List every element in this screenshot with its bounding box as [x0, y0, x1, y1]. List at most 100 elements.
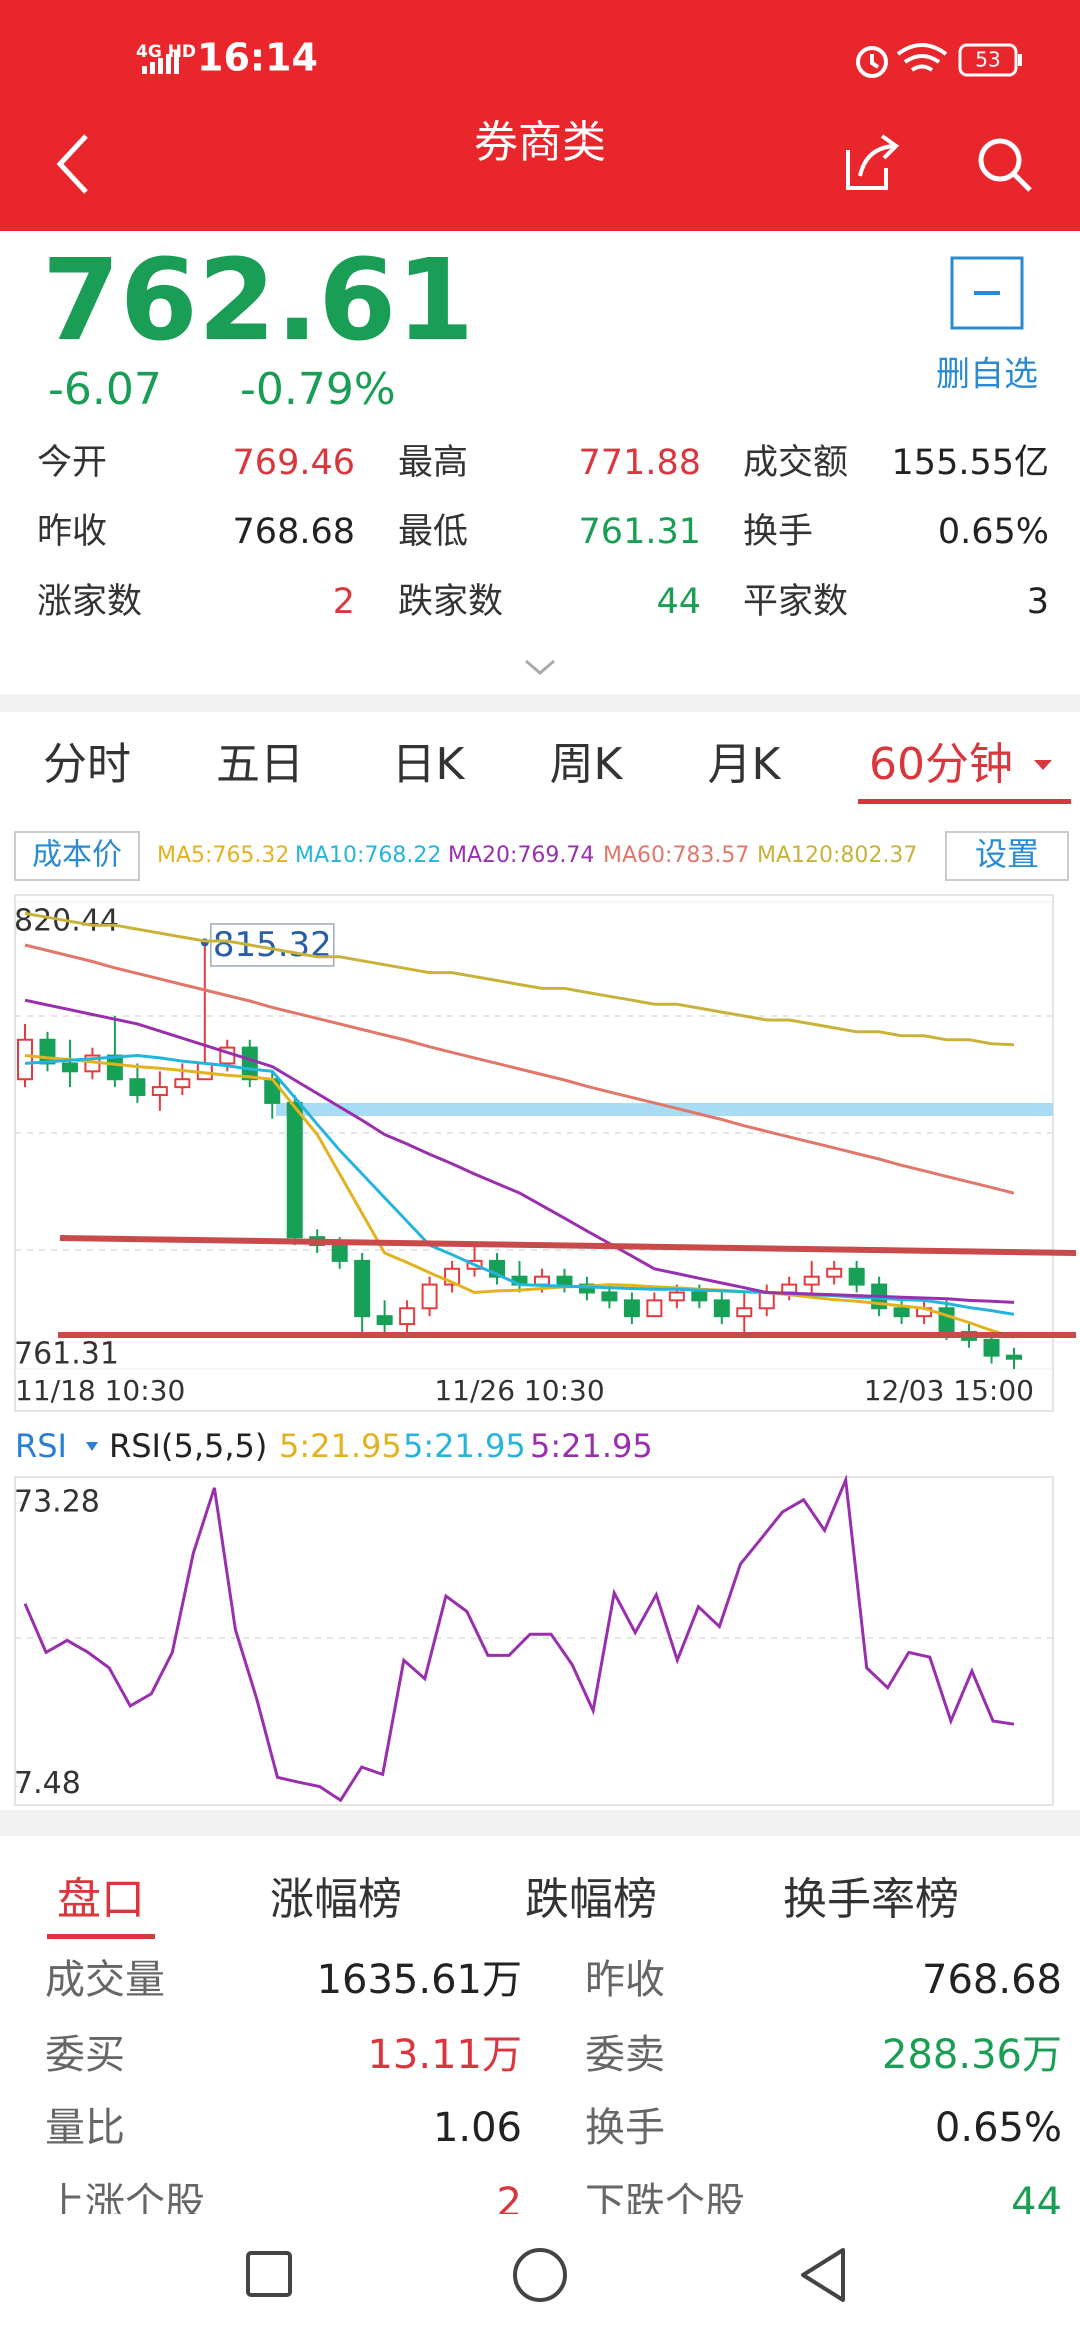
cost-button[interactable] [14, 831, 140, 881]
back-button[interactable] [56, 134, 88, 194]
candle-body [758, 1291, 775, 1310]
candle-body [331, 1244, 348, 1262]
book-value: 768.68 [922, 1957, 1062, 2003]
stat-label: 涨家数 [37, 582, 142, 622]
high-label: 815.32 [213, 925, 332, 965]
y-tick-label: 761.31 [14, 1337, 119, 1372]
ma-line [24, 1054, 1015, 1339]
price-change: -6.07 [48, 364, 162, 415]
period-tab[interactable]: 月K [708, 739, 782, 790]
rsi-frame [14, 1476, 1054, 1806]
book-label: 委买 [45, 2032, 125, 2078]
stat-label: 昨收 [37, 512, 107, 552]
bottom-tab[interactable]: 跌幅榜 [525, 1874, 657, 1925]
y-tick-label: 73.28 [14, 1484, 100, 1519]
rsi-dropdown[interactable] [86, 1442, 98, 1451]
candle-body [17, 1038, 33, 1081]
bottom-tab[interactable]: 盘口 [57, 1874, 145, 1925]
candle-body [713, 1299, 730, 1318]
book-value: 1.06 [433, 2105, 522, 2151]
last-price: 762.61 [42, 236, 474, 366]
nav-bar [0, 2214, 1080, 2340]
candle-body [781, 1283, 798, 1294]
settings-label[interactable]: 设置 [975, 835, 1039, 873]
book-label: 昨收 [585, 1957, 665, 2003]
expand-chevron[interactable] [525, 659, 555, 675]
signal-icon [142, 50, 179, 74]
recents-button[interactable] [246, 2251, 292, 2297]
network-label: 4G HD [136, 42, 196, 62]
rsi-legend-item: 5:21.95 [279, 1427, 402, 1465]
candle-body [129, 1078, 146, 1097]
kline-frame [14, 894, 1054, 1412]
candle-body [151, 1086, 168, 1097]
book-value: 0.65% [935, 2105, 1062, 2151]
ma-legend: MA5:765.32 MA10:768.22 MA20:769.74 MA60:783… [157, 843, 917, 868]
book-label: 成交量 [45, 1957, 165, 2003]
rsi-line [23, 1474, 1015, 1803]
high-label-box [210, 923, 335, 967]
rsi-legend-item: 5:21.95 [530, 1427, 653, 1465]
rsi-legend-item: 5:21.95 [403, 1427, 526, 1465]
stat-value: 2 [333, 582, 355, 622]
candle-body [241, 1046, 258, 1081]
page-title: 券商类 [474, 117, 606, 168]
ma-line [24, 998, 1015, 1304]
drawn-band [276, 1103, 1053, 1116]
candle-body [556, 1275, 573, 1286]
stat-value: 768.68 [233, 512, 355, 552]
y-tick-label: 7.48 [14, 1766, 81, 1801]
period-tab[interactable]: 周K [550, 739, 624, 790]
stat-label: 最高 [398, 443, 468, 483]
stat-value: 155.55亿 [892, 443, 1049, 483]
period-tab[interactable]: 分时 [43, 739, 131, 790]
watchlist-label[interactable]: 删自选 [936, 355, 1038, 395]
stat-value: 761.31 [579, 512, 701, 552]
book-label: 量比 [45, 2105, 125, 2151]
ma-legend-item: MA5:765.32 [157, 843, 289, 868]
candle-body [533, 1275, 550, 1286]
period-tab[interactable]: 日K [392, 739, 466, 790]
period-tab[interactable]: 60分钟 [869, 739, 1013, 790]
stat-label: 平家数 [743, 582, 848, 622]
indicator-name[interactable]: RSI [15, 1427, 67, 1465]
candle-body [601, 1291, 618, 1302]
candle-body [691, 1291, 708, 1302]
stat-label: 最低 [398, 512, 468, 552]
price-change-pct: -0.79% [240, 364, 396, 415]
app-bar [0, 0, 1080, 231]
dropdown-arrow[interactable] [1034, 760, 1052, 770]
candle-body [264, 1078, 281, 1104]
bottom-tab[interactable]: 涨幅榜 [270, 1874, 402, 1925]
candle-body [623, 1299, 640, 1318]
cost-label[interactable]: 成本价 [32, 838, 122, 873]
stat-value: 44 [656, 582, 701, 622]
candle-body [893, 1307, 910, 1318]
battery-tip [1018, 54, 1022, 66]
x-tick-label: 12/03 15:00 [864, 1374, 1034, 1407]
x-tick-label: 11/26 10:30 [434, 1374, 604, 1407]
back-nav-button[interactable] [801, 2248, 845, 2302]
bottom-tabs: 盘口 涨幅榜 跌幅榜 换手率榜 [47, 1874, 959, 1939]
stat-value: 771.88 [579, 443, 701, 483]
ma-legend-item: MA60:783.57 [603, 843, 749, 868]
divider [0, 694, 1080, 712]
settings-button[interactable] [945, 831, 1069, 881]
divider [0, 1810, 1080, 1836]
rsi-legend: RSI RSI(5,5,5) 5:21.95 5:21.95 5:21.95 [15, 1427, 653, 1465]
tab-underline [47, 1934, 155, 1939]
stat-label: 成交额 [743, 443, 848, 483]
clock: 16:14 [197, 36, 318, 80]
home-button[interactable] [513, 2248, 567, 2302]
candle-body [646, 1299, 663, 1318]
period-tab[interactable]: 五日 [216, 739, 304, 790]
share-button[interactable] [846, 134, 900, 190]
candle-body [1006, 1354, 1022, 1360]
period-tabs: 分时 五日 日K 周K 月K 60分钟 [43, 739, 1071, 804]
search-button[interactable] [978, 138, 1032, 192]
bottom-tab[interactable]: 换手率榜 [783, 1874, 959, 1925]
